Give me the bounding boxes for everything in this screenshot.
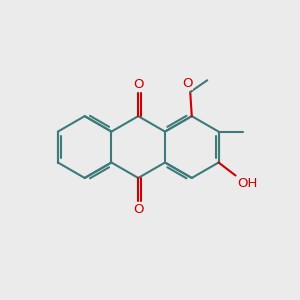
Text: O: O bbox=[133, 78, 143, 91]
Text: OH: OH bbox=[237, 177, 257, 190]
Text: O: O bbox=[133, 203, 143, 216]
Text: O: O bbox=[183, 77, 193, 90]
